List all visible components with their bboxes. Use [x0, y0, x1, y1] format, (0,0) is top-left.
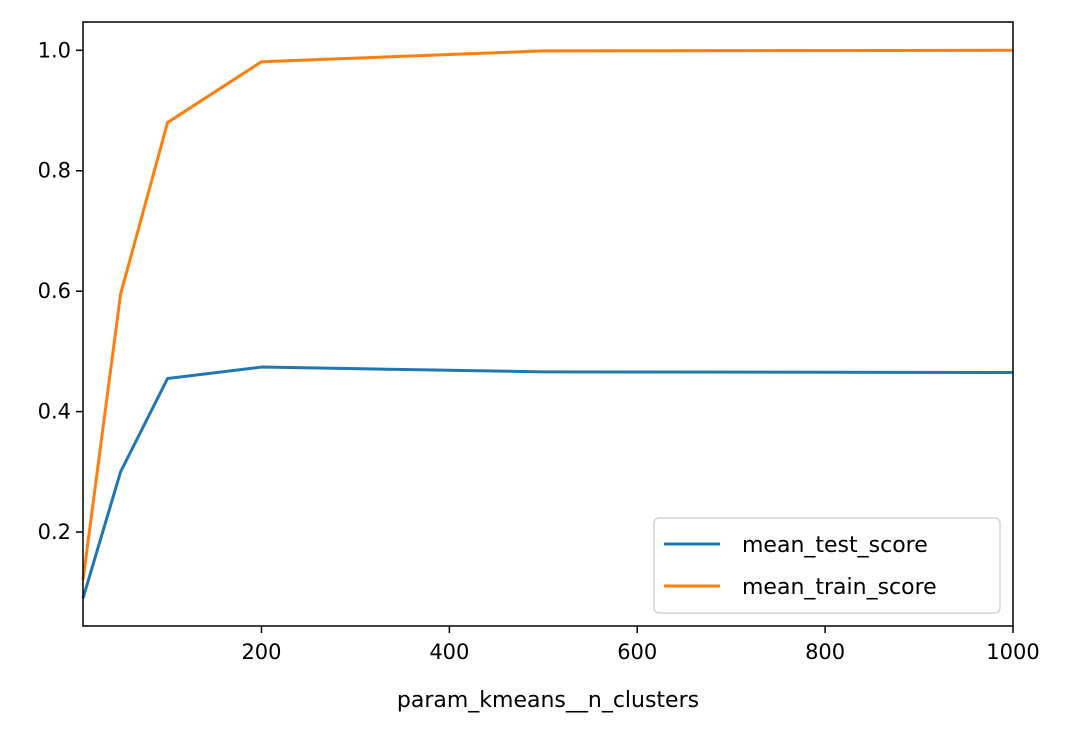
x-tick-label: 400 — [429, 640, 469, 664]
y-tick-label: 0.2 — [38, 520, 71, 544]
x-tick-label: 600 — [617, 640, 657, 664]
ticks-layer: 200 400 600 800 1000 0.2 0.4 0.6 0.8 1.0 — [38, 38, 1040, 664]
series-line-mean-train-score — [81, 48, 1014, 581]
x-axis-label: param_kmeans__n_clusters — [397, 688, 699, 713]
y-tick-label: 1.0 — [38, 38, 71, 62]
series-line-mean-test-score — [81, 365, 1014, 599]
plot-frame — [82, 21, 1014, 627]
legend-label-mean-test-score: mean_test_score — [742, 533, 928, 558]
legend-label-mean-train-score: mean_train_score — [742, 575, 937, 600]
y-tick-label: 0.6 — [38, 279, 71, 303]
x-tick-label: 800 — [805, 640, 845, 664]
legend: mean_test_score mean_train_score — [653, 517, 1001, 614]
y-tick-label: 0.4 — [38, 400, 71, 424]
x-tick-label: 1000 — [986, 640, 1039, 664]
legend-box — [653, 517, 1001, 614]
y-tick-label: 0.8 — [38, 159, 71, 183]
series-layer — [81, 48, 1014, 599]
x-tick-label: 200 — [241, 640, 281, 664]
